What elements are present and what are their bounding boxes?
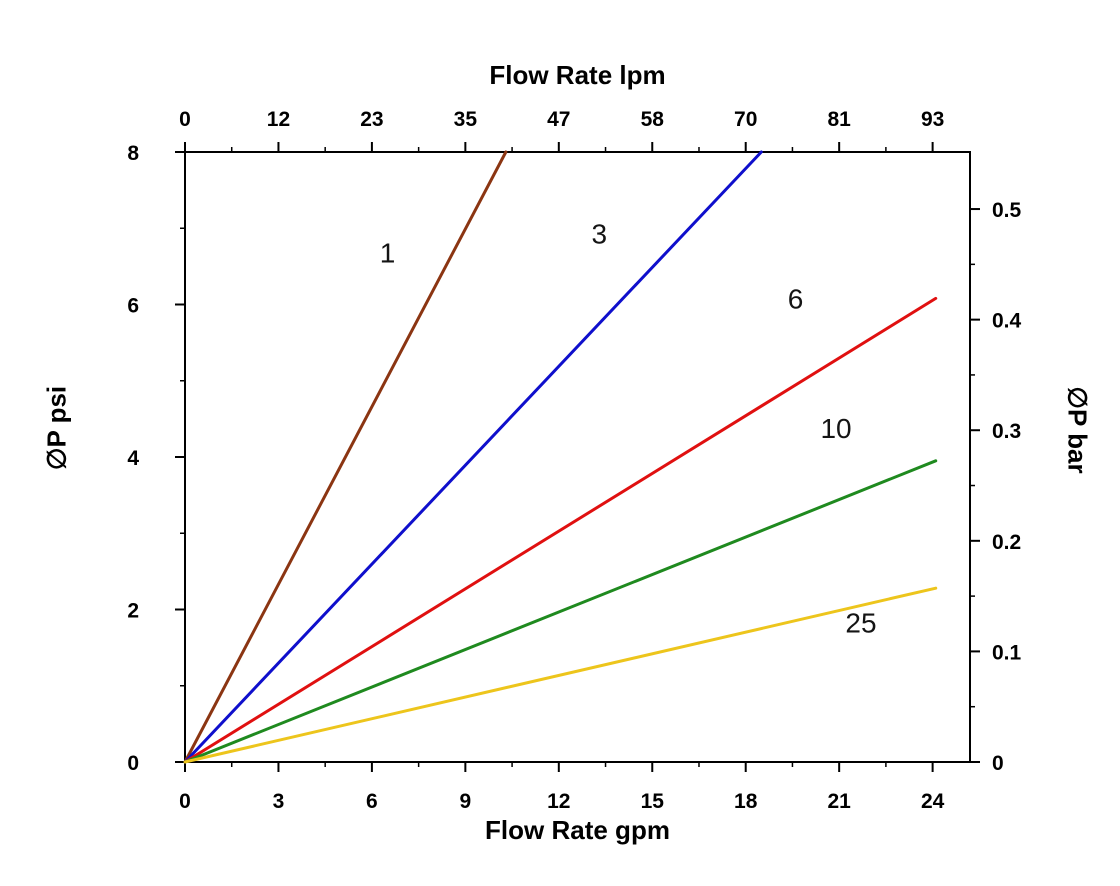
x-axis-title: Flow Rate gpm [485, 815, 670, 845]
left-tick-label: 4 [127, 447, 139, 470]
left-tick-label: 8 [127, 142, 139, 165]
series-label-25: 25 [845, 607, 876, 638]
top-tick-label: 0 [179, 108, 191, 131]
top-tick-label: 23 [360, 108, 383, 131]
series-label-3: 3 [592, 219, 608, 250]
top-tick-label: 12 [267, 108, 290, 131]
top-axis-title: Flow Rate lpm [489, 60, 666, 90]
x-tick-label: 18 [734, 790, 758, 813]
right-tick-label: 0.1 [992, 641, 1022, 664]
x-tick-label: 12 [547, 790, 570, 813]
series-line-10 [183, 459, 938, 764]
top-tick-label: 35 [454, 108, 478, 131]
series-line-25 [183, 586, 938, 764]
left-tick-label: 2 [127, 600, 139, 623]
x-tick-label: 6 [366, 790, 378, 813]
x-tick-label: 3 [273, 790, 285, 813]
series-label-10: 10 [820, 413, 851, 444]
top-tick-label: 47 [547, 108, 570, 131]
x-tick-label: 0 [179, 790, 191, 813]
series-label-1: 1 [380, 238, 396, 269]
top-tick-label: 81 [827, 108, 851, 131]
x-tick-label: 21 [827, 790, 851, 813]
left-tick-label: 6 [127, 295, 139, 318]
top-tick-label: 70 [734, 108, 757, 131]
series-line-6 [183, 296, 938, 764]
right-tick-label: 0.3 [992, 420, 1021, 443]
right-tick-label: 0.2 [992, 531, 1021, 554]
left-tick-label: 0 [127, 752, 139, 775]
right-tick-label: 0.4 [992, 310, 1022, 333]
x-tick-label: 24 [921, 790, 945, 813]
top-tick-label: 93 [921, 108, 944, 131]
series-line-1 [183, 150, 508, 764]
series-line-3 [183, 150, 763, 764]
series-label-6: 6 [788, 283, 804, 314]
right-tick-label: 0.5 [992, 199, 1022, 222]
top-tick-label: 58 [641, 108, 665, 131]
x-tick-label: 15 [641, 790, 665, 813]
right-tick-label: 0 [992, 752, 1004, 775]
x-tick-label: 9 [460, 790, 472, 813]
